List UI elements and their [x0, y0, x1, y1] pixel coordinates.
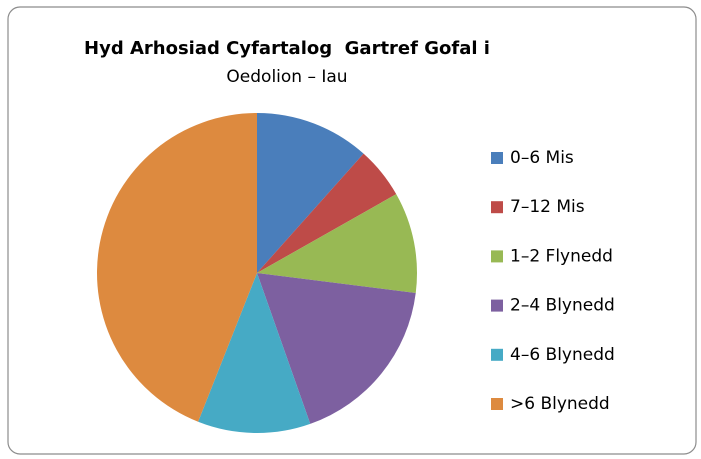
pie-slice — [257, 113, 364, 273]
legend-label: 4–6 Blynedd — [510, 345, 615, 365]
legend-label: 0–6 Mis — [510, 148, 574, 168]
legend-label: 2–4 Blynedd — [510, 296, 615, 316]
chart-title: Hyd Arhosiad Cyfartalog Gartref Gofal i — [84, 38, 490, 59]
legend-swatch — [491, 299, 503, 312]
pie-slice — [257, 194, 417, 294]
pie-slice — [198, 273, 311, 433]
legend-label: >6 Blynedd — [510, 394, 610, 414]
chart-subtitle: Oedolion – Iau — [226, 67, 347, 87]
legend-swatch — [491, 201, 503, 214]
legend-swatch — [491, 398, 503, 410]
pie-slice — [257, 153, 397, 273]
legend-swatch — [491, 348, 503, 361]
pie-slice — [96, 113, 257, 422]
legend-swatch — [491, 250, 503, 263]
pie-slice — [257, 273, 416, 424]
legend-label: 7–12 Mis — [510, 197, 585, 217]
legend-label: 1–2 Flynedd — [510, 246, 613, 266]
legend-swatch — [491, 152, 503, 164]
